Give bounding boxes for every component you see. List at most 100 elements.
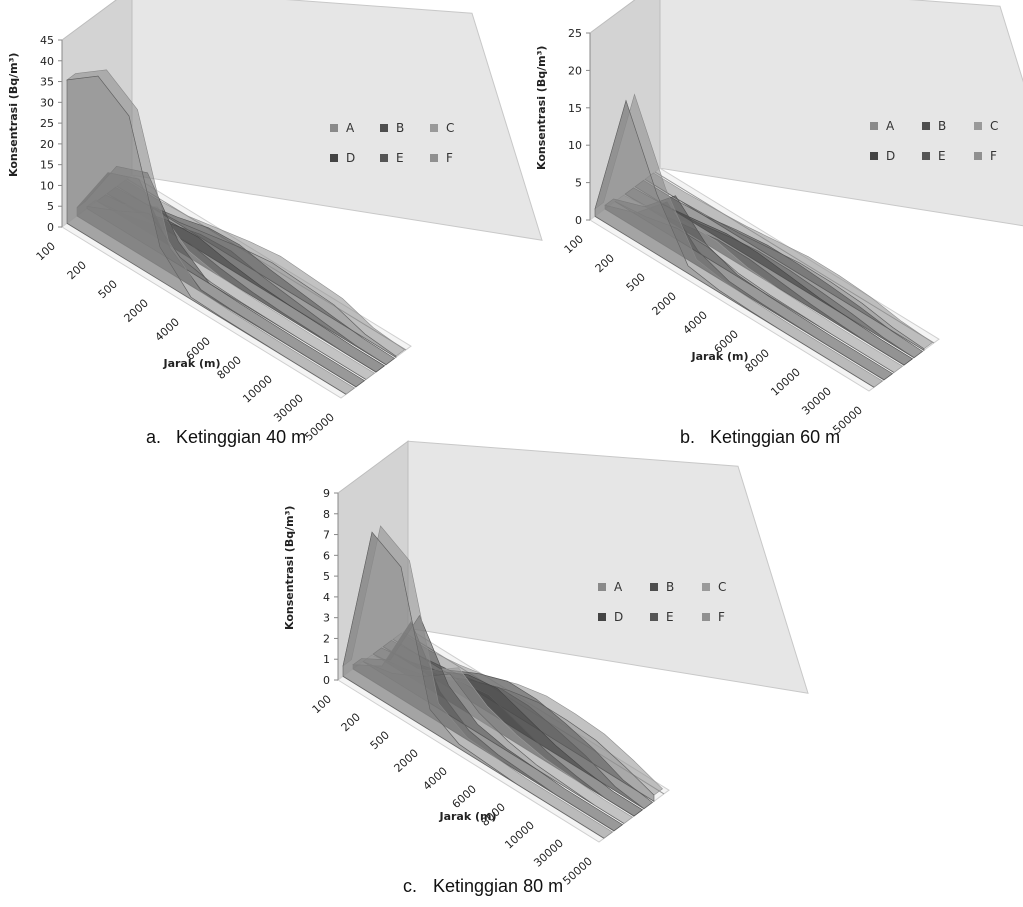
x-tick-label: 50000 bbox=[302, 411, 337, 444]
area-series-A bbox=[594, 99, 875, 388]
legend-label: B bbox=[666, 580, 674, 594]
y-tick-label: 5 bbox=[575, 177, 582, 190]
legend-swatch bbox=[870, 122, 878, 130]
legend-label: E bbox=[396, 151, 404, 165]
x-tick-label: 2000 bbox=[122, 297, 152, 325]
x-tick-label: 4000 bbox=[681, 309, 711, 337]
y-tick-label: 7 bbox=[323, 529, 330, 542]
legend-label: E bbox=[938, 149, 946, 163]
y-tick-label: 3 bbox=[323, 612, 330, 625]
y-tick-label: 15 bbox=[568, 102, 582, 115]
y-tick-label: 15 bbox=[40, 159, 54, 172]
x-tick-label: 200 bbox=[339, 711, 363, 735]
y-tick-label: 5 bbox=[47, 200, 54, 213]
legend-label: C bbox=[718, 580, 726, 594]
chart-panel-c: 0123456789100200500200040006000800010000… bbox=[283, 440, 809, 888]
legend-label: A bbox=[346, 121, 355, 135]
y-tick-label: 0 bbox=[575, 214, 582, 227]
x-axis-title: Jarak (m) bbox=[690, 350, 748, 363]
caption-a: a. Ketinggian 40 m bbox=[146, 427, 306, 448]
y-tick-label: 0 bbox=[47, 221, 54, 234]
legend-swatch bbox=[330, 154, 338, 162]
legend-swatch bbox=[330, 124, 338, 132]
y-axis-title: Konsentrasi (Bq/m³) bbox=[535, 46, 548, 170]
back-wall bbox=[407, 440, 809, 694]
legend-swatch bbox=[650, 583, 658, 591]
caption-b: b. Ketinggian 60 m bbox=[680, 427, 840, 448]
y-axis-title: Konsentrasi (Bq/m³) bbox=[283, 506, 296, 630]
legend-swatch bbox=[380, 124, 388, 132]
legend-swatch bbox=[974, 152, 982, 160]
x-tick-label: 10000 bbox=[240, 373, 275, 406]
y-tick-label: 0 bbox=[323, 674, 330, 687]
x-tick-label: 200 bbox=[65, 259, 89, 283]
legend-label: F bbox=[990, 149, 997, 163]
x-tick-label: 100 bbox=[562, 233, 586, 257]
y-tick-label: 5 bbox=[323, 570, 330, 583]
legend-swatch bbox=[922, 122, 930, 130]
chart-panel-b: 0510152025100200500200040006000800010000… bbox=[535, 0, 1023, 437]
legend-swatch bbox=[598, 583, 606, 591]
legend-swatch bbox=[922, 152, 930, 160]
chart-panel-a: 0510152025303540451002005002000400060008… bbox=[7, 0, 543, 444]
legend-label: F bbox=[446, 151, 453, 165]
legend-swatch bbox=[702, 613, 710, 621]
x-tick-label: 2000 bbox=[650, 290, 680, 318]
legend-label: F bbox=[718, 610, 725, 624]
x-tick-label: 500 bbox=[96, 278, 120, 302]
legend-swatch bbox=[650, 613, 658, 621]
y-tick-label: 40 bbox=[40, 55, 54, 68]
y-tick-label: 10 bbox=[568, 139, 582, 152]
y-tick-label: 20 bbox=[40, 138, 54, 151]
x-tick-label: 4000 bbox=[421, 765, 451, 793]
x-tick-label: 2000 bbox=[392, 747, 422, 775]
x-tick-label: 500 bbox=[624, 271, 648, 295]
caption-text: Ketinggian 60 m bbox=[710, 427, 841, 447]
y-tick-label: 4 bbox=[323, 591, 330, 604]
legend-label: C bbox=[446, 121, 454, 135]
legend-swatch bbox=[870, 152, 878, 160]
legend-label: B bbox=[938, 119, 946, 133]
legend-swatch bbox=[430, 124, 438, 132]
legend-label: B bbox=[396, 121, 404, 135]
legend-label: D bbox=[346, 151, 355, 165]
legend-swatch bbox=[598, 613, 606, 621]
x-tick-label: 200 bbox=[593, 252, 617, 276]
area-series-A bbox=[342, 531, 605, 839]
y-tick-label: 9 bbox=[323, 487, 330, 500]
x-tick-label: 100 bbox=[34, 240, 58, 264]
caption-text: Ketinggian 80 m bbox=[433, 876, 564, 896]
y-tick-label: 25 bbox=[40, 117, 54, 130]
y-tick-label: 10 bbox=[40, 179, 54, 192]
caption-c: c. Ketinggian 80 m bbox=[403, 876, 563, 897]
back-wall bbox=[659, 0, 1023, 227]
legend-label: D bbox=[614, 610, 623, 624]
legend-label: D bbox=[886, 149, 895, 163]
x-tick-label: 10000 bbox=[502, 819, 537, 852]
x-tick-label: 30000 bbox=[271, 392, 306, 425]
x-tick-label: 50000 bbox=[560, 855, 595, 888]
x-tick-label: 30000 bbox=[531, 837, 566, 870]
x-tick-label: 500 bbox=[368, 729, 392, 753]
legend-swatch bbox=[702, 583, 710, 591]
x-axis-title: Jarak (m) bbox=[162, 357, 220, 370]
legend-label: E bbox=[666, 610, 674, 624]
legend-swatch bbox=[974, 122, 982, 130]
y-tick-label: 1 bbox=[323, 653, 330, 666]
x-tick-label: 6000 bbox=[450, 783, 480, 811]
caption-text: Ketinggian 40 m bbox=[176, 427, 307, 447]
x-tick-label: 4000 bbox=[153, 316, 183, 344]
y-tick-label: 20 bbox=[568, 64, 582, 77]
legend-label: A bbox=[886, 119, 895, 133]
area-series-A bbox=[66, 75, 347, 395]
y-tick-label: 25 bbox=[568, 27, 582, 40]
caption-letter: a. bbox=[146, 427, 162, 447]
y-tick-label: 8 bbox=[323, 508, 330, 521]
y-axis-title: Konsentrasi (Bq/m³) bbox=[7, 53, 20, 177]
caption-letter: c. bbox=[403, 876, 418, 896]
back-wall bbox=[131, 0, 543, 241]
y-tick-label: 35 bbox=[40, 76, 54, 89]
legend-swatch bbox=[430, 154, 438, 162]
y-tick-label: 6 bbox=[323, 549, 330, 562]
x-tick-label: 10000 bbox=[768, 366, 803, 399]
